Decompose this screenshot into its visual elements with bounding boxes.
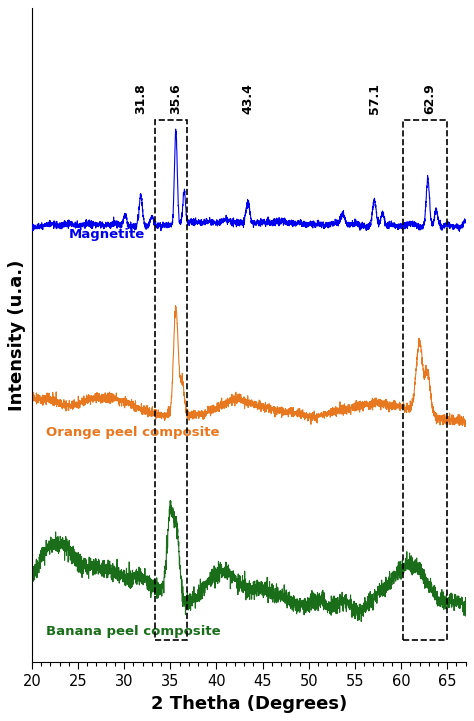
Text: 31.8: 31.8 [134, 84, 147, 114]
Text: 35.6: 35.6 [169, 84, 182, 114]
Y-axis label: Intensity (u.a.): Intensity (u.a.) [9, 260, 27, 411]
Text: 62.9: 62.9 [423, 84, 436, 114]
Bar [155, 120, 187, 640]
Bar [403, 120, 447, 640]
Text: Orange peel composite: Orange peel composite [46, 426, 219, 439]
Text: Magnetite: Magnetite [69, 228, 145, 241]
Text: 57.1: 57.1 [368, 83, 381, 114]
X-axis label: 2 Thetha (Degrees): 2 Thetha (Degrees) [151, 694, 347, 712]
Text: Banana peel composite: Banana peel composite [46, 625, 220, 638]
Text: 43.4: 43.4 [241, 84, 255, 114]
